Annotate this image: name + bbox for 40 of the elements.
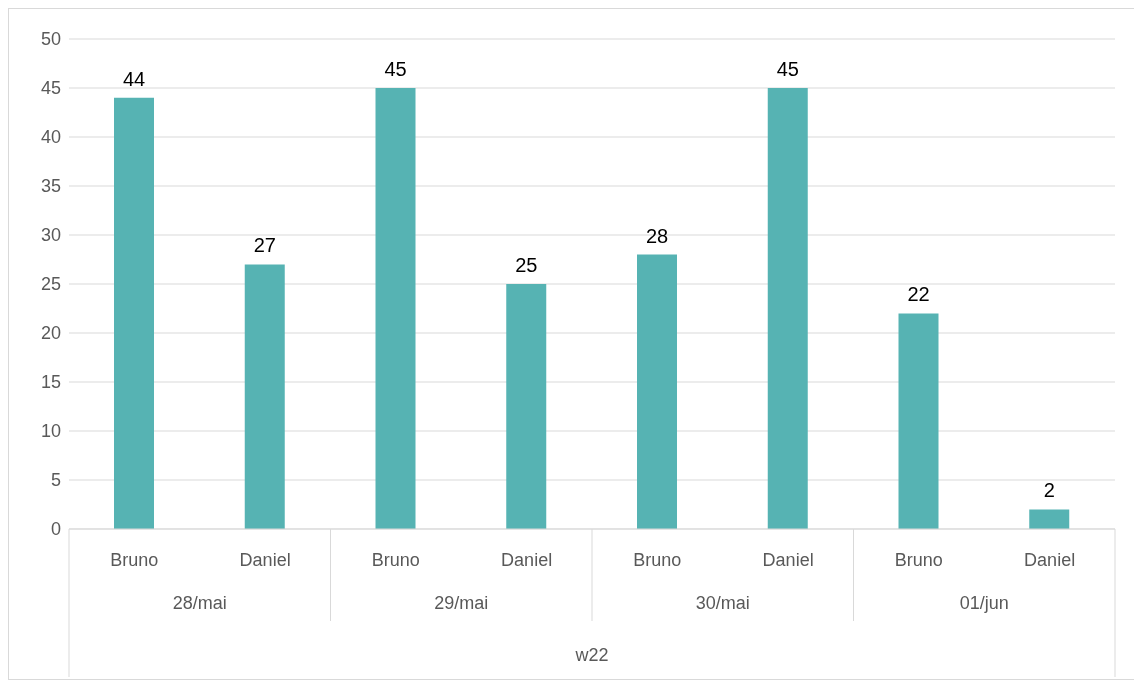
y-tick-label: 35: [40, 176, 61, 197]
x-tick-label: Daniel: [1024, 549, 1076, 570]
y-tick-label: 15: [40, 372, 61, 393]
x-tick-label: Bruno: [371, 549, 420, 570]
data-label: 27: [253, 234, 276, 257]
x-tick-label: Bruno: [633, 549, 682, 570]
y-tick-label: 5: [50, 470, 61, 491]
bar: [375, 88, 416, 529]
bar: [637, 254, 677, 529]
text: 29/mai: [434, 593, 489, 613]
bar: [114, 97, 154, 529]
text: 28/mai: [172, 593, 227, 613]
y-tick-label: 10: [40, 421, 61, 442]
y-tick-label: 45: [40, 78, 61, 99]
data-label: 45: [384, 58, 407, 80]
bar: [506, 284, 547, 529]
y-tick-label: 30: [40, 225, 61, 246]
y-tick-label: 50: [40, 29, 61, 50]
data-label: 2: [1043, 479, 1055, 502]
data-label: 44: [122, 67, 146, 90]
text: 01/jun: [959, 593, 1009, 613]
bar: [898, 313, 939, 529]
bar: [1029, 509, 1070, 529]
y-tick-label: 0: [50, 519, 61, 540]
y-tick-label: 20: [40, 323, 61, 344]
y-tick-label: 25: [40, 274, 61, 295]
data-label: 22: [907, 283, 930, 306]
x-tick-label: Daniel: [762, 549, 814, 570]
text: 30/mai: [695, 593, 750, 613]
data-label: 28: [645, 224, 669, 247]
x-axis-title: w22: [574, 645, 609, 665]
x-tick-label: Bruno: [110, 549, 159, 570]
x-tick-label: Daniel: [501, 549, 553, 570]
data-label: 25: [515, 254, 538, 276]
bar: [767, 88, 808, 529]
data-label: 45: [776, 58, 799, 80]
x-tick-label: Bruno: [894, 549, 943, 570]
bar: [244, 264, 285, 529]
y-tick-label: 40: [40, 127, 61, 148]
x-tick-label: Daniel: [239, 549, 291, 570]
